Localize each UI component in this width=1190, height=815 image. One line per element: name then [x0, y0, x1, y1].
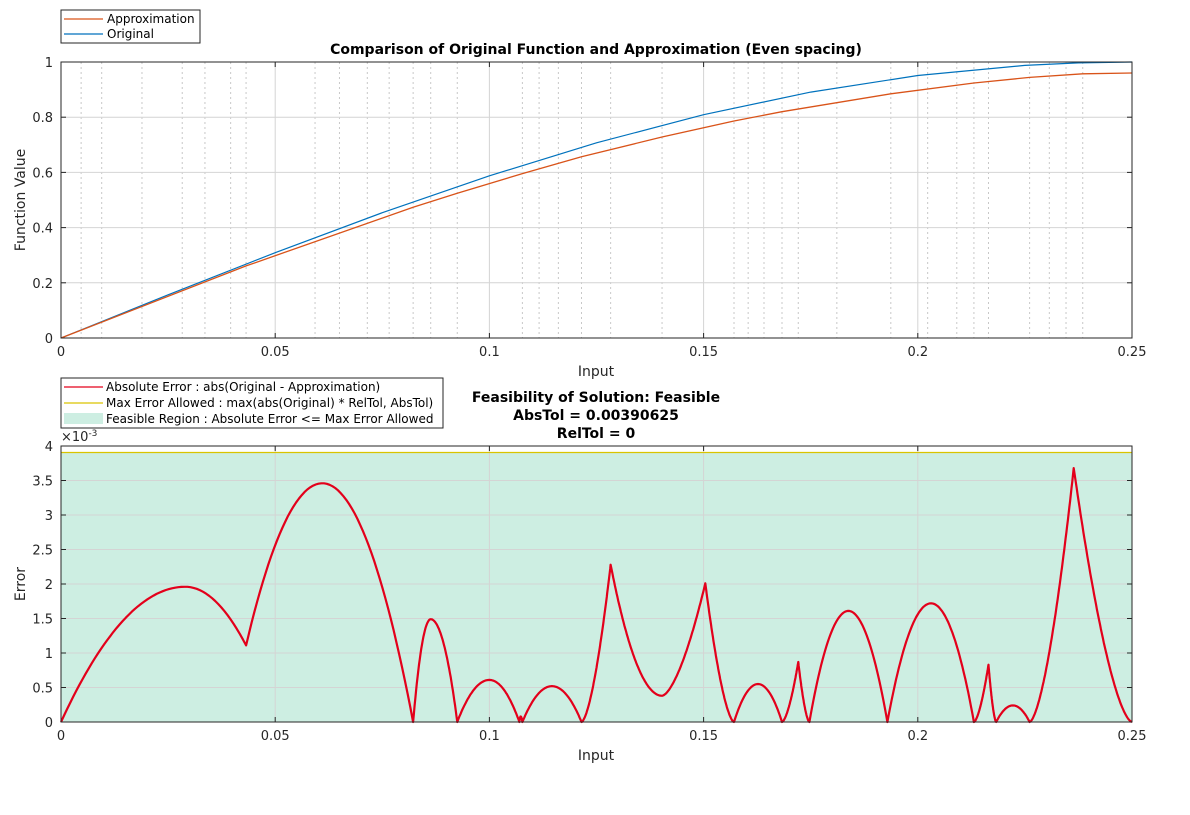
- top-y-tick-label: 1: [45, 56, 53, 71]
- series-line-approximation: [60, 72, 1133, 339]
- bottom-y-axis-label: Error: [13, 567, 29, 601]
- bottom-ticks: 0 0.05 0.1 0.15 0.2 0.25 0 0.5 1 1.5 2 2.5 3 3.5 4: [32, 440, 1146, 744]
- absolute-error-line: [60, 467, 1133, 724]
- top-legend[interactable]: Approximation Original: [60, 9, 201, 44]
- bottom-x-tick-label: 0.15: [689, 729, 718, 744]
- bottom-axes: 0 0.05 0.1 0.15 0.2 0.25 0 0.5 1 1.5 2 2.5 3 3.5 4 Fea…: [13, 377, 1146, 764]
- top-y-tick-label: 0.4: [32, 222, 53, 237]
- bottom-y-tick-label: 3.5: [32, 475, 53, 490]
- top-x-tick-label: 0: [57, 345, 65, 360]
- top-y-tick-label: 0.8: [32, 111, 53, 126]
- bottom-x-tick-label: 0: [57, 729, 65, 744]
- feasible-region: [61, 452, 1132, 722]
- top-major-gridlines: [61, 62, 1132, 338]
- y-exponent-label: ×10-3: [61, 429, 97, 445]
- bottom-x-axis-label: Input: [578, 748, 615, 764]
- bottom-chart-title-line-1: Feasibility of Solution: Feasible: [472, 390, 720, 406]
- bottom-y-tick-label: 4: [45, 440, 53, 455]
- bottom-y-tick-label: 3: [45, 509, 53, 524]
- bottom-y-tick-label: 0: [45, 716, 53, 731]
- top-x-tick-label: 0.25: [1118, 345, 1147, 360]
- bottom-major-gridlines: [61, 446, 1132, 722]
- top-x-tick-label: 0.15: [689, 345, 718, 360]
- bottom-x-tick-label: 0.2: [907, 729, 928, 744]
- legend-label-original: Original: [107, 27, 154, 41]
- bottom-chart-title-line-2: AbsTol = 0.00390625: [513, 408, 679, 424]
- top-x-tick-label: 0.05: [261, 345, 290, 360]
- top-chart-title: Comparison of Original Function and Appr…: [330, 42, 862, 58]
- top-y-axis-label: Function Value: [13, 149, 29, 251]
- bottom-x-tick-label: 0.25: [1118, 729, 1147, 744]
- y-exponent-base: ×10: [61, 430, 88, 445]
- legend-label-approximation: Approximation: [107, 12, 195, 26]
- bottom-legend-box: [60, 377, 444, 429]
- series-line-original: [60, 61, 1133, 339]
- legend-label-max-error: Max Error Allowed : max(abs(Original) * …: [106, 396, 433, 410]
- top-ticks: 0 0.05 0.1 0.15 0.2 0.25 0 0.2 0.4 0.6 0.8 1: [32, 56, 1146, 360]
- bottom-y-tick-label: 2: [45, 578, 53, 593]
- bottom-x-tick-label: 0.05: [261, 729, 290, 744]
- top-y-tick-label: 0.2: [32, 277, 53, 292]
- top-plot-area: [61, 62, 1132, 338]
- top-legend-box: [60, 9, 201, 44]
- bottom-y-tick-label: 1.5: [32, 613, 53, 628]
- bottom-y-tick-label: 2.5: [32, 544, 53, 559]
- top-x-axis-label: Input: [578, 364, 615, 380]
- bottom-y-tick-label: 1: [45, 647, 53, 662]
- bottom-legend[interactable]: Absolute Error : abs(Original - Approxim…: [60, 377, 444, 429]
- top-axes-box: [60, 61, 1133, 339]
- legend-label-absolute-error: Absolute Error : abs(Original - Approxim…: [106, 380, 380, 394]
- top-x-tick-label: 0.1: [479, 345, 500, 360]
- top-y-tick-label: 0.6: [32, 166, 53, 181]
- y-exponent-power: -3: [88, 429, 97, 439]
- bottom-series-group: [60, 451, 1133, 724]
- top-series-group: [60, 61, 1133, 339]
- top-x-tick-label: 0.2: [907, 345, 928, 360]
- bottom-x-tick-label: 0.1: [479, 729, 500, 744]
- bottom-chart-title-line-3: RelTol = 0: [557, 426, 636, 442]
- top-axes: 0 0.05 0.1 0.15 0.2 0.25 0 0.2 0.4 0.6 0.8 1 Compar…: [13, 9, 1146, 380]
- top-y-tick-label: 0: [45, 332, 53, 347]
- bottom-y-tick-label: 0.5: [32, 682, 53, 697]
- legend-swatch-feasible-region: [64, 413, 103, 424]
- legend-label-feasible-region: Feasible Region : Absolute Error <= Max …: [106, 412, 433, 426]
